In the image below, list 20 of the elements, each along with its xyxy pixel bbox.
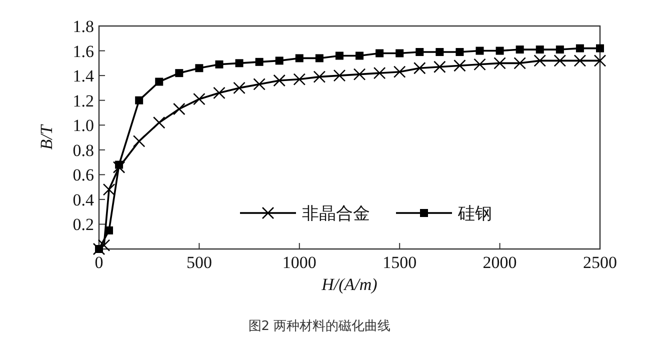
x-tick-label: 0 — [94, 253, 104, 272]
y-tick-label: 0.2 — [72, 215, 94, 234]
y-axis-title: B/T — [37, 124, 56, 150]
legend-label: 硅钢 — [457, 204, 492, 224]
y-tick-label: 1.6 — [72, 42, 94, 61]
x-tick-label: 2500 — [583, 253, 617, 272]
y-tick-label: 1.4 — [72, 66, 94, 86]
x-axis-title: H/(A/m) — [320, 275, 378, 294]
y-tick-label: 1.8 — [72, 17, 94, 36]
y-tick-label: 1.2 — [72, 91, 94, 110]
y-tick-label: 0.6 — [72, 166, 94, 185]
x-tick-label: 2000 — [482, 253, 517, 272]
y-tick-label: 0.8 — [72, 140, 94, 160]
x-tick-label: 1500 — [382, 253, 417, 272]
y-tick-label: 1.0 — [72, 116, 94, 136]
y-tick-label: 0.4 — [72, 190, 94, 210]
x-tick-label: 1000 — [282, 253, 316, 272]
legend-label: 非晶合金 — [302, 204, 370, 224]
caption: 图2 两种材料的磁化曲线 — [248, 319, 391, 334]
x-tick-label: 500 — [186, 253, 212, 272]
